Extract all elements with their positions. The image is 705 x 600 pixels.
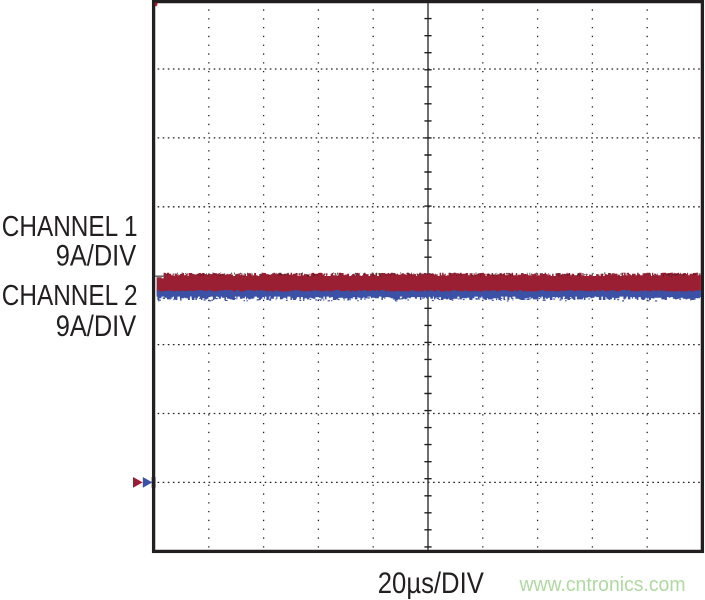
svg-text:www.cntronics.com: www.cntronics.com — [519, 574, 686, 596]
svg-text:9A/DIV: 9A/DIV — [56, 240, 137, 273]
svg-text:CHANNEL 1: CHANNEL 1 — [2, 211, 138, 243]
svg-text:CHANNEL 2: CHANNEL 2 — [2, 280, 138, 312]
svg-text:20µs/DIV: 20µs/DIV — [378, 567, 484, 600]
svg-text:9A/DIV: 9A/DIV — [56, 310, 137, 343]
